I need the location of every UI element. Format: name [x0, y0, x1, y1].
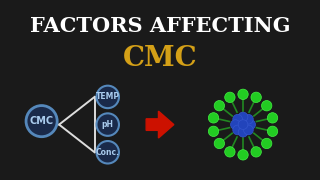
Circle shape	[267, 113, 278, 123]
Circle shape	[244, 125, 253, 135]
Circle shape	[233, 114, 243, 124]
Circle shape	[225, 147, 235, 157]
Text: pH: pH	[102, 120, 114, 129]
Circle shape	[238, 89, 248, 100]
Circle shape	[244, 114, 253, 124]
Circle shape	[238, 112, 248, 122]
Circle shape	[97, 86, 119, 108]
Text: CMC: CMC	[123, 45, 197, 72]
Circle shape	[231, 120, 240, 129]
Circle shape	[238, 127, 248, 137]
Circle shape	[214, 138, 225, 149]
Circle shape	[97, 141, 119, 163]
FancyArrow shape	[146, 111, 174, 138]
Text: CMC: CMC	[29, 116, 54, 126]
Text: FACTORS AFFECTING: FACTORS AFFECTING	[30, 16, 290, 36]
Circle shape	[225, 92, 235, 103]
Circle shape	[261, 138, 272, 149]
Circle shape	[233, 125, 243, 135]
Circle shape	[208, 126, 219, 136]
Circle shape	[251, 147, 261, 157]
Circle shape	[267, 126, 278, 136]
Text: Conc.: Conc.	[96, 148, 120, 157]
Circle shape	[214, 101, 225, 111]
Circle shape	[26, 105, 57, 137]
Circle shape	[208, 113, 219, 123]
Circle shape	[238, 150, 248, 160]
Circle shape	[246, 120, 255, 129]
Circle shape	[97, 113, 119, 136]
Circle shape	[261, 101, 272, 111]
Circle shape	[238, 120, 248, 129]
Text: TEMP: TEMP	[96, 92, 120, 101]
Circle shape	[251, 92, 261, 103]
